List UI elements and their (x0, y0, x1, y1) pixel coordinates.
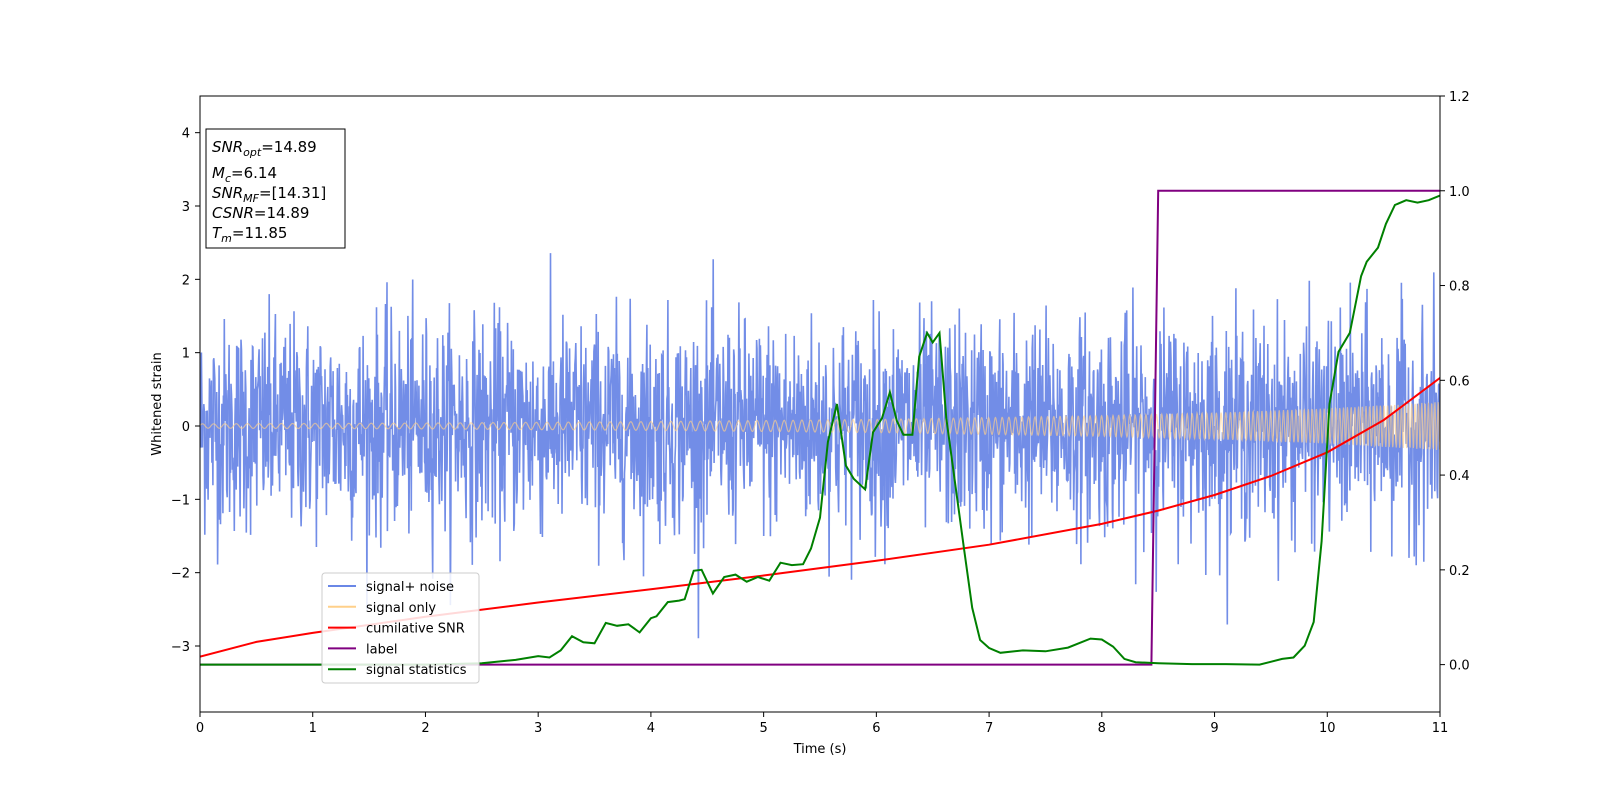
y-left-tick-label: 4 (182, 127, 190, 142)
series-signal-plus-noise (200, 253, 1440, 639)
annotation-line: Tm=11.85 (212, 224, 287, 245)
x-tick-label: 4 (647, 721, 655, 736)
x-tick-label: 9 (1210, 721, 1218, 736)
plot-frame (199, 95, 1441, 713)
x-tick-label: 1 (309, 721, 317, 736)
annotation-box: SNRopt=14.89 Mc=6.14SNRMF=[14.31]CSNR=14.… (205, 128, 346, 249)
x-axis: 0 1 2 3 4 5 6 7 8 9 10 11 (196, 712, 1448, 736)
y-axis-label: Whitened strain (150, 352, 165, 455)
annotation-line: Mc=6.14 (212, 164, 277, 185)
annotation-line: SNRMF=[14.31] (212, 184, 326, 205)
y-left-tick-label: 2 (182, 273, 190, 288)
legend-frame (321, 572, 480, 684)
legend-label: signal+ noise (366, 580, 454, 595)
y-left-tick-label: −2 (171, 567, 190, 582)
x-tick-label: 6 (872, 721, 880, 736)
annotation-line: SNRopt=14.89 (212, 138, 317, 159)
x-tick-label: 7 (985, 721, 993, 736)
y-left-tick-label: 3 (182, 200, 190, 215)
legend-label: cumilative SNR (366, 622, 465, 637)
legend: signal+ noise signal only cumilative SNR la… (321, 572, 480, 684)
series-signal-only (200, 402, 1440, 451)
x-tick-label: 3 (534, 721, 542, 736)
y-left-tick-label: 1 (182, 347, 190, 362)
annotation-frame (205, 128, 346, 249)
y-right-tick-label: 0.8 (1449, 280, 1470, 295)
left-y-axis: −3 −2 −1 0 1 2 3 4 (171, 127, 200, 655)
legend-label: signal only (366, 601, 436, 616)
x-tick-label: 10 (1319, 721, 1336, 736)
annotation-line: CSNR=14.89 (212, 204, 309, 222)
series-label (200, 189, 1440, 666)
y-right-tick-label: 1.2 (1449, 90, 1470, 105)
x-tick-label: 8 (1098, 721, 1106, 736)
right-y-axis: 0.0 0.2 0.4 0.6 0.8 1.0 1.2 (1440, 90, 1470, 674)
x-tick-label: 0 (196, 721, 204, 736)
y-left-tick-label: 0 (182, 420, 190, 435)
series-signal-statistics (200, 194, 1440, 666)
y-right-tick-label: 0.4 (1449, 469, 1470, 484)
y-left-tick-label: −1 (171, 493, 190, 508)
x-tick-label: 11 (1432, 721, 1449, 736)
x-tick-label: 2 (421, 721, 429, 736)
y-right-tick-label: 0.6 (1449, 374, 1470, 389)
y-right-tick-label: 0.2 (1449, 564, 1470, 579)
y-left-tick-label: −3 (171, 640, 190, 655)
y-right-tick-label: 1.0 (1449, 185, 1470, 200)
legend-label: signal statistics (366, 663, 467, 678)
y-right-tick-label: 0.0 (1449, 659, 1470, 674)
x-tick-label: 5 (759, 721, 767, 736)
x-axis-label: Time (s) (793, 742, 847, 757)
legend-label: label (366, 642, 397, 657)
